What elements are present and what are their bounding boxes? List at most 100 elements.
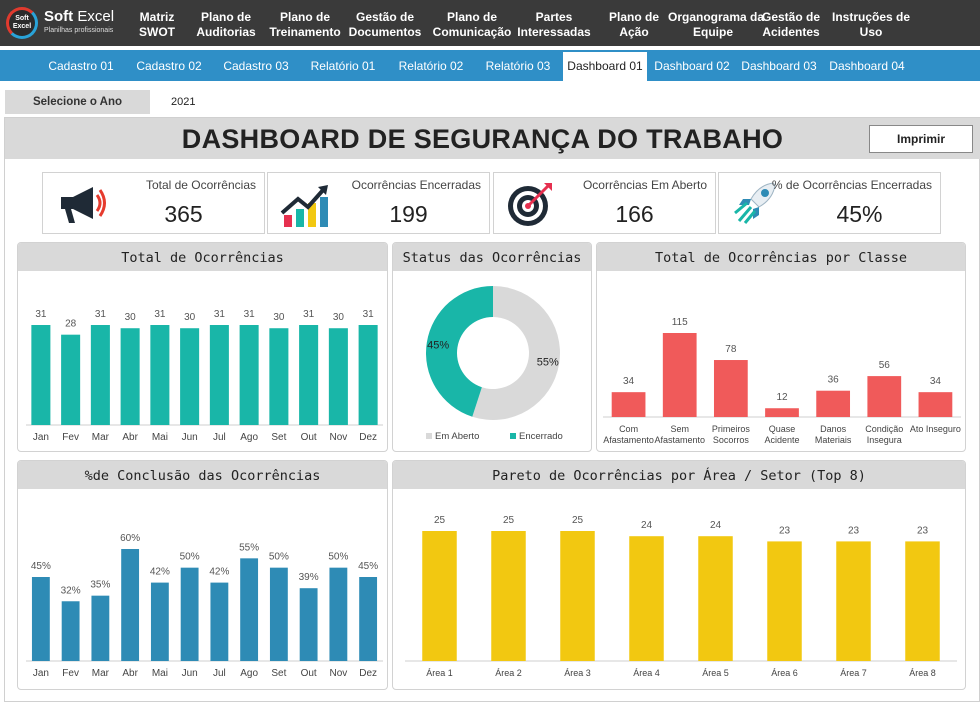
x-tick-label: Jan	[33, 668, 49, 679]
kpi-label: Ocorrências Encerradas	[351, 178, 481, 192]
x-tick-label: Quase	[769, 424, 796, 434]
sub-nav-tab[interactable]: Dashboard 02	[654, 59, 730, 73]
chart-conclusao-ocorrencias: %de Conclusão das Ocorrências 45% Jan 32% F…	[17, 460, 388, 690]
data-label: 115	[672, 317, 688, 328]
bar	[210, 582, 229, 661]
data-label: 50%	[328, 552, 348, 563]
kpi-value: 365	[164, 201, 203, 227]
logo-title: Soft Excel	[44, 8, 114, 25]
data-label: 24	[641, 520, 653, 531]
bar	[905, 541, 940, 661]
x-tick-label: Área 6	[771, 668, 798, 678]
top-nav-item[interactable]: Instruções de Uso	[831, 10, 911, 39]
bar	[359, 577, 378, 661]
sub-nav-tab[interactable]: Dashboard 01	[563, 52, 647, 81]
x-tick-label: Abr	[122, 668, 138, 679]
logo-badge: Soft Excel	[6, 7, 38, 39]
legend-swatch	[510, 433, 516, 439]
bar	[91, 595, 110, 661]
x-tick-label: Socorros	[713, 435, 750, 445]
data-label: 55%	[239, 542, 259, 553]
chart-total-ocorrencias-plot: 31 Jan 28 Fev 31 Mar 30 Abr 31 Mai 30 Jun 31 Jul 31 Ago…	[26, 309, 383, 443]
chart-title: Status das Ocorrências	[393, 243, 591, 271]
x-tick-label: Abr	[122, 432, 138, 443]
bar	[180, 567, 199, 661]
top-nav-item[interactable]: Plano de Comunicação	[432, 10, 512, 39]
top-nav-item[interactable]: Organograma da Equipe	[668, 10, 765, 39]
data-label: 31	[244, 309, 256, 320]
data-label: 25	[572, 515, 584, 526]
data-label: 24	[710, 520, 722, 531]
donut-slice	[426, 286, 493, 417]
sub-nav-tab[interactable]: Dashboard 03	[741, 59, 817, 73]
page-title: DASHBOARD DE SEGURANÇA DO TRABAHO	[181, 124, 784, 154]
sub-nav-tab[interactable]: Relatório 03	[485, 59, 551, 73]
x-tick-label: Nov	[329, 668, 347, 679]
donut-slice	[472, 286, 560, 420]
bar	[120, 328, 140, 425]
top-nav-item[interactable]: Plano de Treinamento	[269, 10, 341, 39]
top-navigation: Soft Excel Soft Excel Planilhas profissi…	[0, 0, 980, 46]
bar	[491, 531, 526, 661]
bar	[816, 390, 851, 417]
x-tick-label: Dez	[359, 432, 377, 443]
data-label: 31	[363, 309, 375, 320]
bar	[31, 577, 50, 661]
bar	[713, 360, 748, 417]
top-nav-item[interactable]: Partes Interessadas	[517, 10, 591, 39]
sub-nav-tab[interactable]: Cadastro 02	[136, 59, 202, 73]
sub-nav-tab[interactable]: Dashboard 04	[829, 59, 905, 73]
sub-nav-tab[interactable]: Relatório 01	[310, 59, 376, 73]
chart-title: Pareto de Ocorrências por Área / Setor (…	[393, 461, 965, 489]
growth-chart-icon	[280, 185, 328, 227]
kpi-label: Ocorrências Em Aberto	[582, 178, 707, 192]
bar	[765, 408, 799, 417]
data-label: 50%	[269, 552, 289, 563]
chart-title: %de Conclusão das Ocorrências	[18, 461, 387, 489]
bar	[329, 567, 348, 661]
data-label: 55%	[537, 357, 559, 369]
bar	[209, 325, 229, 425]
x-tick-label: Mar	[92, 432, 110, 443]
x-tick-label: Acidente	[764, 435, 799, 445]
x-tick-label: Fev	[62, 432, 79, 443]
top-nav-item[interactable]: Plano de Ação	[608, 10, 659, 39]
bar	[180, 328, 200, 425]
sub-nav-tab[interactable]: Cadastro 01	[48, 59, 114, 73]
kpi-card-percent-closed: % de Ocorrências Encerradas 45%	[718, 172, 941, 234]
print-button[interactable]: Imprimir	[869, 125, 973, 153]
bar	[299, 588, 318, 661]
top-nav-item[interactable]: Gestão de Acidentes	[761, 10, 821, 39]
data-label: 42%	[209, 567, 229, 578]
logo[interactable]: Soft Excel Soft Excel Planilhas profissi…	[4, 4, 134, 42]
x-tick-label: Jun	[182, 432, 198, 443]
x-tick-label: Mai	[152, 668, 168, 679]
x-tick-label: Sem	[670, 424, 689, 434]
x-tick-label: Mai	[152, 432, 168, 443]
data-label: 23	[848, 525, 860, 536]
year-selector-value[interactable]: 2021	[171, 96, 196, 108]
data-label: 31	[35, 309, 47, 320]
data-label: 39%	[299, 572, 319, 583]
data-label: 35%	[90, 580, 110, 591]
data-label: 34	[623, 376, 635, 387]
x-tick-label: Ato Inseguro	[910, 424, 961, 434]
x-tick-label: Out	[301, 432, 317, 443]
x-tick-label: Nov	[329, 432, 347, 443]
bar	[240, 558, 259, 661]
x-tick-label: Afastamento	[654, 435, 705, 445]
data-label: 30	[333, 312, 345, 323]
data-label: 23	[917, 525, 929, 536]
bar	[918, 392, 953, 417]
sub-nav-tab[interactable]: Cadastro 03	[223, 59, 289, 73]
data-label: 30	[273, 312, 285, 323]
top-nav-item[interactable]: Gestão de Documentos	[348, 10, 422, 39]
data-label: 45%	[31, 561, 51, 572]
top-nav-item[interactable]: Matriz SWOT	[139, 10, 175, 39]
x-tick-label: Jan	[33, 432, 49, 443]
data-label: 31	[95, 309, 107, 320]
bar	[611, 392, 646, 417]
sub-nav-tab[interactable]: Relatório 02	[398, 59, 464, 73]
top-nav-item[interactable]: Plano de Auditorias	[196, 10, 256, 39]
bar	[150, 325, 170, 425]
